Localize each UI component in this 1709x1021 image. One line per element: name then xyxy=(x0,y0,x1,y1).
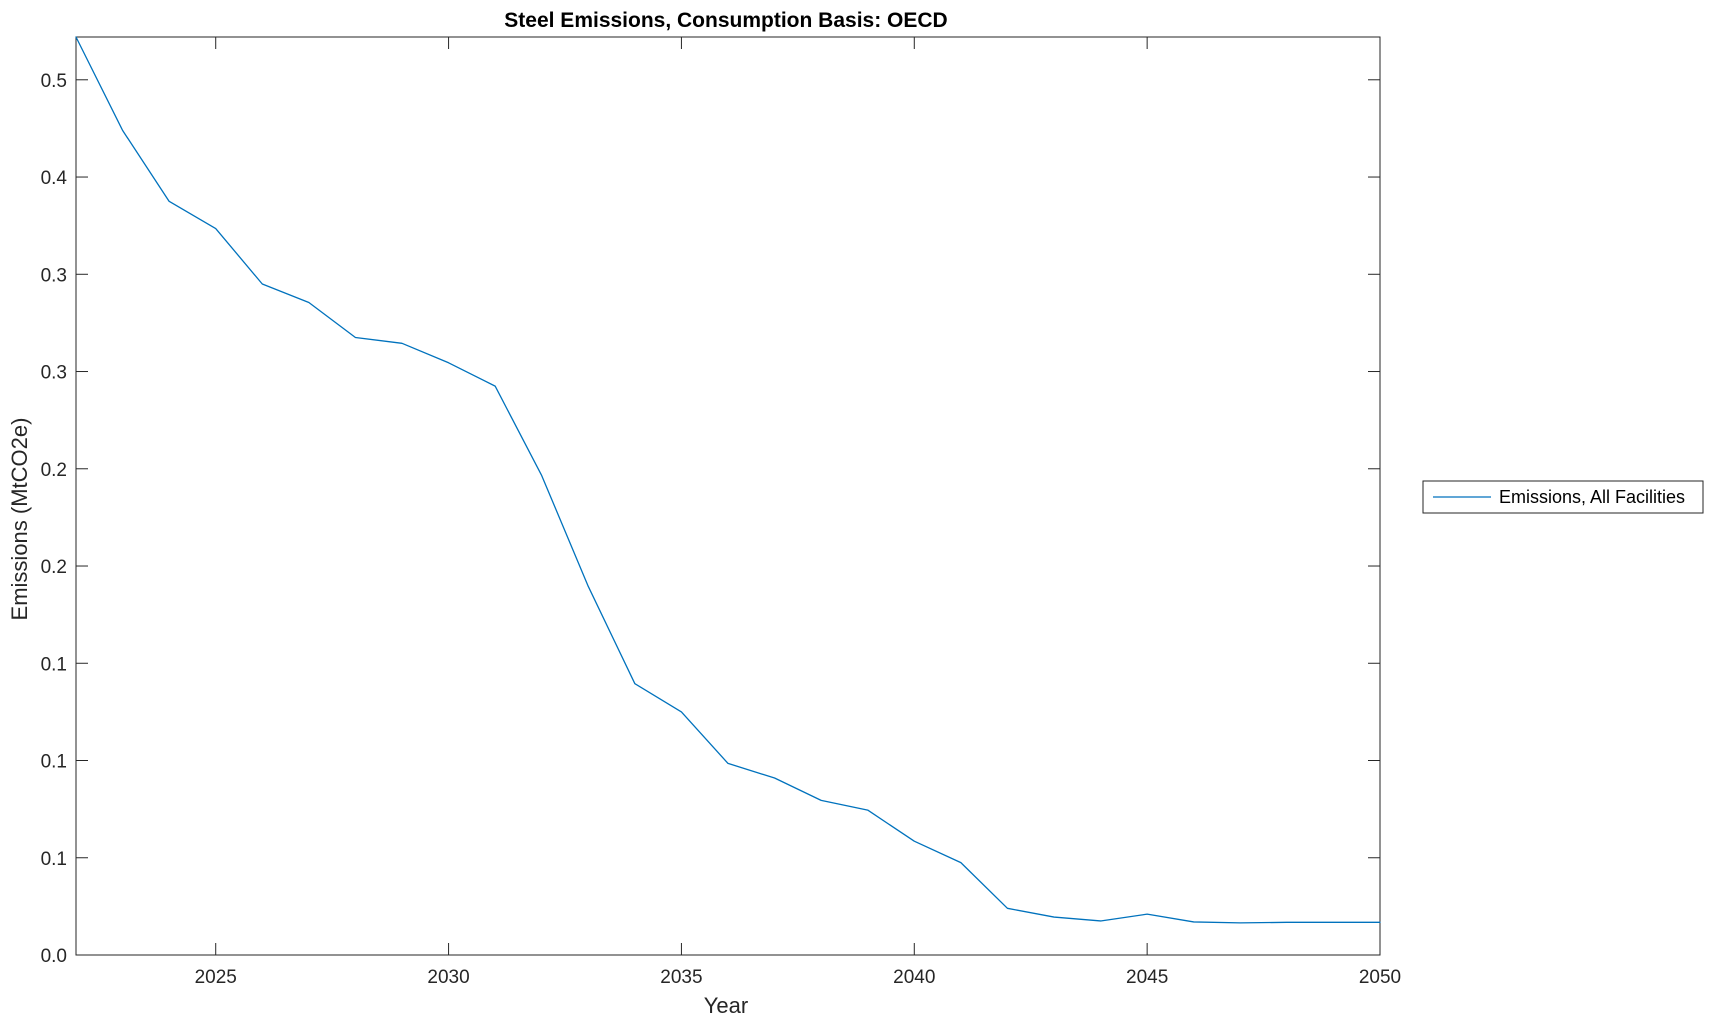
series-layer xyxy=(75,36,1381,924)
y-axis-ticks: 0.0 0.1 0.1 0.1 0.2 0.2 0.3 0.3 0.4 0.5 xyxy=(41,71,1380,967)
y-tick-label: 0.2 xyxy=(41,557,67,578)
chart-title: Steel Emissions, Consumption Basis: OECD xyxy=(504,9,947,32)
x-tick-label: 2025 xyxy=(195,967,237,988)
y-tick-label: 0.4 xyxy=(41,168,68,189)
y-tick-label: 0.5 xyxy=(41,71,67,92)
plot-area: 2025 2030 2035 2040 2045 2050 0.0 0.1 0.1 0.1 0.2… xyxy=(41,36,1401,988)
x-tick-label: 2030 xyxy=(427,967,469,988)
y-tick-label: 0.3 xyxy=(41,363,67,384)
series-line-0 xyxy=(75,36,1381,924)
x-axis-ticks: 2025 2030 2035 2040 2045 2050 xyxy=(195,37,1401,988)
y-tick-label: 0.3 xyxy=(41,265,67,286)
x-axis-label: Year xyxy=(704,993,748,1018)
x-tick-label: 2040 xyxy=(893,967,935,988)
legend-label: Emissions, All Facilities xyxy=(1499,487,1685,507)
y-tick-label: 0.2 xyxy=(41,460,67,481)
plot-frame xyxy=(75,36,1381,956)
x-tick-label: 2050 xyxy=(1359,967,1401,988)
x-tick-label: 2045 xyxy=(1126,967,1168,988)
y-tick-label: 0.1 xyxy=(41,654,67,675)
x-tick-label: 2035 xyxy=(660,967,702,988)
y-tick-label: 0.1 xyxy=(41,752,67,773)
y-axis-label: Emissions (MtCO2e) xyxy=(7,418,32,621)
y-tick-label: 0.1 xyxy=(41,849,67,870)
legend: Emissions, All Facilities xyxy=(1422,480,1704,514)
y-tick-label: 0.0 xyxy=(41,946,67,967)
